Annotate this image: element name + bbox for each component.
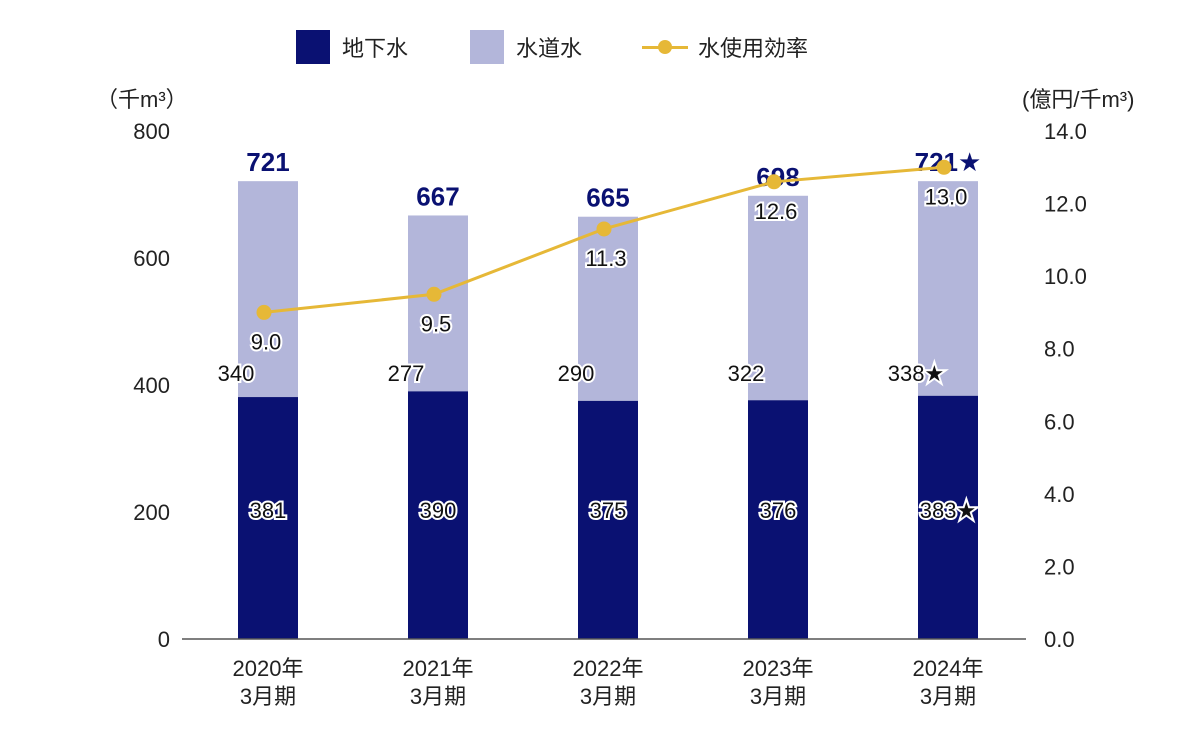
left-axis-tick-label: 400 <box>133 373 170 398</box>
tapwater-value-label: 290 <box>558 361 595 386</box>
right-axis-tick-label: 4.0 <box>1044 482 1075 507</box>
right-axis-tick-label: 14.0 <box>1044 119 1087 144</box>
tapwater-bar <box>238 181 298 398</box>
right-axis-tick-label: 10.0 <box>1044 264 1087 289</box>
efficiency-value-label: 12.6 <box>755 199 798 224</box>
tapwater-value-label: 277 <box>388 361 425 386</box>
x-axis-category-label: 2023年 <box>743 656 814 681</box>
groundwater-bar <box>918 395 978 639</box>
right-axis-tick-label: 8.0 <box>1044 337 1075 362</box>
legend: 地下水 水道水 水使用効率 <box>0 30 1200 70</box>
groundwater-swatch <box>296 30 330 64</box>
legend-label-groundwater: 地下水 <box>342 36 409 61</box>
efficiency-value-label: 11.3 <box>585 246 626 271</box>
efficiency-point <box>596 221 612 237</box>
total-value-label: 667 <box>416 181 459 211</box>
x-axis-category-label: 3月期 <box>580 684 636 709</box>
groundwater-bar <box>748 400 808 639</box>
x-axis-category-label: 2024年 <box>913 656 984 681</box>
groundwater-bar <box>238 397 298 639</box>
x-axis-category-label: 3月期 <box>410 684 466 709</box>
efficiency-line-swatch <box>642 30 688 64</box>
groundwater-value-label: 381 <box>250 498 287 523</box>
tapwater-bar <box>408 215 468 392</box>
x-axis-category-label: 2020年 <box>233 656 304 681</box>
legend-label-efficiency: 水使用効率 <box>698 36 809 61</box>
x-axis-category-label: 3月期 <box>750 684 806 709</box>
groundwater-value-label: 383★ <box>920 498 976 523</box>
tapwater-bar <box>578 216 638 401</box>
efficiency-point <box>766 174 782 190</box>
legend-item-tapwater: 水道水 <box>470 30 582 64</box>
tapwater-value-label: 338★ <box>888 361 944 386</box>
groundwater-value-label: 376 <box>760 498 797 523</box>
efficiency-point <box>426 286 442 302</box>
x-axis-category-label: 3月期 <box>920 684 976 709</box>
right-axis-unit: (億円/千m³) <box>1022 87 1135 112</box>
x-axis-category-label: 3月期 <box>240 684 296 709</box>
efficiency-point <box>256 304 272 320</box>
groundwater-value-label: 390 <box>420 498 457 523</box>
legend-item-groundwater: 地下水 <box>296 30 408 64</box>
groundwater-bar <box>578 400 638 639</box>
groundwater-bar <box>408 391 468 639</box>
right-axis-tick-label: 2.0 <box>1044 554 1075 579</box>
efficiency-value-label: 9.5 <box>421 311 452 336</box>
efficiency-point <box>936 159 952 175</box>
tapwater-value-label: 322 <box>728 361 765 386</box>
total-value-label: 721 <box>246 147 289 177</box>
right-axis-tick-label: 12.0 <box>1044 192 1087 217</box>
x-axis-category-label: 2021年 <box>403 656 474 681</box>
x-axis-category-label: 2022年 <box>573 656 644 681</box>
left-axis-tick-label: 0 <box>158 627 170 652</box>
left-axis-unit: （千m³） <box>96 87 188 112</box>
efficiency-value-label: 13.0 <box>925 184 968 209</box>
tapwater-bar <box>918 181 978 396</box>
tapwater-swatch <box>470 30 504 64</box>
left-axis-tick-label: 600 <box>133 246 170 271</box>
left-axis-tick-label: 200 <box>133 500 170 525</box>
tapwater-bar <box>748 195 808 401</box>
legend-label-tapwater: 水道水 <box>516 36 583 61</box>
right-axis-tick-label: 0.0 <box>1044 627 1075 652</box>
groundwater-value-label: 375 <box>590 498 627 523</box>
tapwater-value-label: 340 <box>218 361 255 386</box>
legend-item-efficiency: 水使用効率 <box>642 30 808 64</box>
left-axis-tick-label: 800 <box>133 119 170 144</box>
total-value-label: 665 <box>586 183 629 213</box>
right-axis-tick-label: 6.0 <box>1044 409 1075 434</box>
efficiency-value-label: 9.0 <box>251 329 282 354</box>
